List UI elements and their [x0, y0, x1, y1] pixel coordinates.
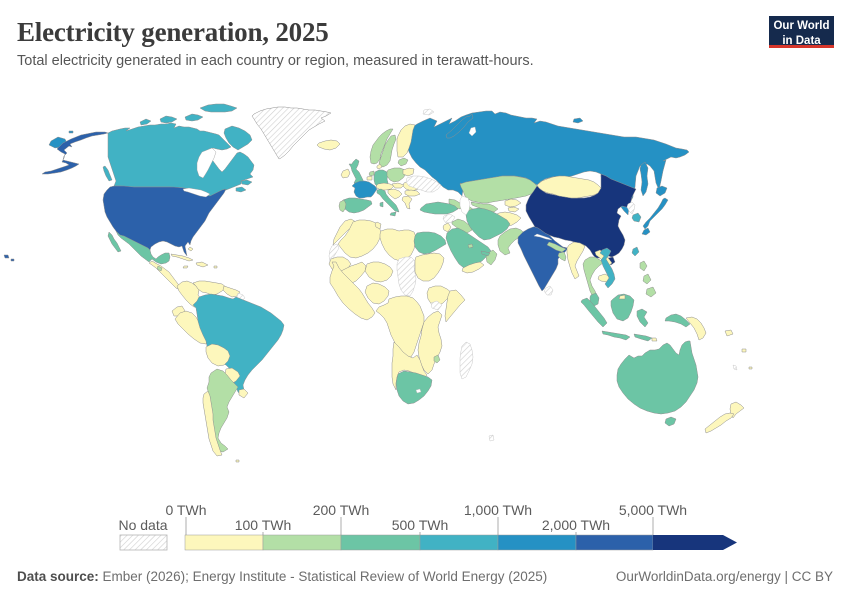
svg-text:2,000 TWh: 2,000 TWh [542, 517, 610, 533]
svg-text:100 TWh: 100 TWh [235, 517, 292, 533]
svg-text:No data: No data [118, 517, 167, 533]
svg-text:0 TWh: 0 TWh [166, 502, 207, 518]
svg-text:5,000 TWh: 5,000 TWh [619, 502, 687, 518]
svg-text:1,000 TWh: 1,000 TWh [464, 502, 532, 518]
svg-text:200 TWh: 200 TWh [313, 502, 370, 518]
svg-text:500 TWh: 500 TWh [392, 517, 449, 533]
